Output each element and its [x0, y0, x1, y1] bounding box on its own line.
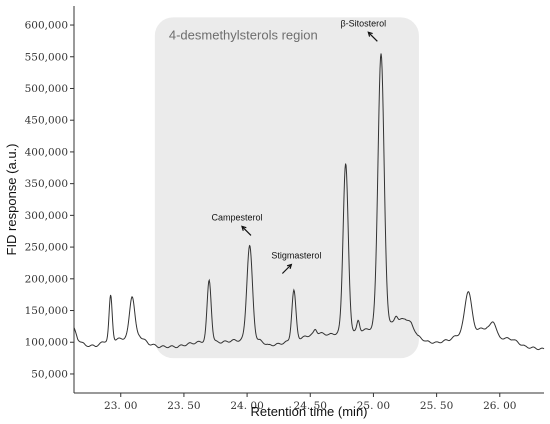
- y-tick-label: 350,000: [25, 178, 68, 190]
- annotation-arrow: [281, 264, 292, 274]
- y-tick-label: 200,000: [25, 273, 68, 285]
- x-tick-label: 24. 00: [230, 400, 263, 412]
- y-tick-label: 250,000: [25, 242, 68, 254]
- chromatogram-trace: [73, 53, 545, 351]
- y-tick-label: 100,000: [25, 337, 68, 349]
- line-layer: [73, 53, 545, 351]
- annotation-arrowhead: [367, 31, 373, 37]
- y-tick-label: 300,000: [25, 210, 68, 222]
- y-tick-label: 150,000: [25, 305, 68, 317]
- x-tick-label: 23. 00: [104, 400, 137, 412]
- x-tick-label: 25. 00: [357, 400, 390, 412]
- region-label: 4-desmethylsterols region: [169, 27, 318, 42]
- y-tick-label: 600,000: [25, 20, 68, 32]
- annotation-arrow: [241, 226, 252, 236]
- annotation-arrowhead: [241, 225, 247, 231]
- annotation-arrow: [367, 31, 378, 42]
- axis-layer: 50,000 100,000 150,000 200,000 250,000 300,00…: [25, 6, 544, 412]
- x-tick-label: 24. 50: [294, 400, 327, 412]
- peak-label: Stigmasterol: [271, 251, 321, 261]
- x-tick-label: 23. 50: [167, 400, 200, 412]
- x-axis-title: Retention time (min): [250, 404, 367, 419]
- y-tick-label: 450,000: [25, 115, 68, 127]
- y-tick-label: 400,000: [25, 146, 68, 158]
- peak-label: Campesterol: [211, 212, 262, 222]
- peak-label: β-Sitosterol: [340, 18, 386, 28]
- y-tick-label: 500,000: [25, 83, 68, 95]
- highlight-region: [154, 17, 419, 359]
- x-tick-label: 26. 00: [483, 400, 516, 412]
- x-tick-label: 25. 50: [420, 400, 453, 412]
- y-tick-label: 550,000: [25, 51, 68, 63]
- annotation-layer: Campesterol Stigmasterol β-Sitosterol: [211, 18, 386, 274]
- region-layer: 4-desmethylsterols region: [154, 17, 419, 359]
- y-tick-label: 50,000: [31, 368, 68, 380]
- annotation-arrowhead: [286, 263, 293, 269]
- y-axis-title: FID response (a.u.): [4, 144, 19, 256]
